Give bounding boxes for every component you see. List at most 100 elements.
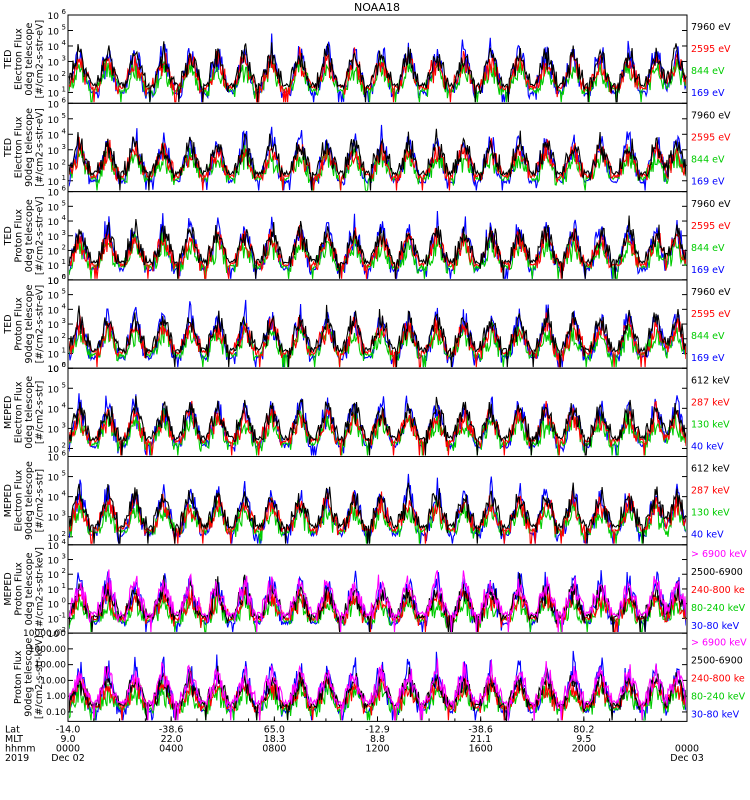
y-tick-label: 10 — [48, 454, 60, 464]
panel-series-group — [69, 393, 686, 456]
y-axis-label-line: Electron Flux — [14, 116, 25, 178]
y-tick-label: 100.00 — [35, 661, 67, 671]
y-tick-label: 10 — [48, 350, 60, 360]
y-tick-exponent: 5 — [62, 112, 66, 120]
panel-8: 0.10 1.00 10.00 100.00 1000.00 10000.00 Proton… — [13, 629, 747, 722]
legend-entry: 612 keV — [691, 464, 730, 475]
x-tick-label: 2000 — [572, 743, 596, 754]
y-tick-label: 10 — [48, 630, 60, 640]
panel-series-group — [69, 33, 686, 103]
legend-entry: 240-800 ke — [691, 585, 745, 596]
y-tick-label: 10 — [48, 233, 60, 243]
y-tick-label: 10 — [48, 100, 60, 110]
y-axis-label-line: [#/cm2-s-str-eV] — [35, 285, 46, 364]
y-tick-exponent: 1 — [62, 258, 66, 266]
y-tick-label: 10 — [48, 571, 60, 581]
y-axis-label-line: TED — [3, 226, 14, 246]
y-axis-label-line: Proton Flux — [13, 650, 24, 704]
panel-series-group — [69, 569, 686, 633]
y-axis-label-line: [#/cm2-s-str-eV] — [35, 108, 46, 187]
panel-series-group — [69, 299, 686, 368]
legend-entry: 30-80 keV — [691, 709, 740, 720]
series-line — [69, 400, 686, 456]
y-tick-exponent: 3 — [62, 229, 66, 237]
y-tick-exponent: 6 — [62, 96, 67, 104]
chart-title: NOAA18 — [354, 1, 400, 14]
y-axis-label-line: Proton Flux — [14, 297, 25, 351]
legend-entry: 40 keV — [691, 530, 724, 541]
y-tick-label: 10 — [48, 89, 60, 99]
legend-entry: 7960 eV — [691, 22, 731, 33]
y-axis-label-line: Electron Flux — [14, 381, 25, 443]
y-tick-label: 10 — [48, 131, 60, 141]
y-tick-exponent: 3 — [62, 317, 66, 325]
y-tick-exponent: 0 — [62, 273, 66, 281]
panel-frame — [67, 102, 688, 193]
x-tick-label: 22.0 — [161, 734, 182, 745]
x-tick-label: -14.0 — [56, 724, 81, 735]
y-axis-label-line: [#/cm2-s-str-eV] — [35, 196, 46, 275]
legend-entry: 2595 eV — [691, 44, 731, 55]
series-line — [69, 128, 686, 191]
y-tick-label: 10 — [48, 494, 60, 504]
y-tick-label: 10 — [48, 365, 60, 375]
y-tick-exponent: 4 — [62, 490, 67, 498]
x-row-label: Lat — [5, 724, 20, 735]
legend-entry: 2595 eV — [691, 132, 731, 143]
series-line — [69, 224, 686, 279]
panel-series-group — [69, 650, 686, 721]
series-line — [69, 482, 686, 544]
y-tick-exponent: 4 — [62, 302, 67, 310]
y-axis-label-line: Electron Flux — [14, 469, 25, 531]
y-tick-exponent: -1 — [59, 611, 66, 619]
y-tick-label: 10 — [48, 218, 60, 228]
y-tick-exponent: 1 — [62, 346, 66, 354]
y-tick-label: 10 — [48, 557, 60, 567]
legend-entry: 2500-6900 — [691, 567, 743, 578]
legend-entry: 287 keV — [691, 486, 730, 497]
legend-entry: 2595 eV — [691, 221, 731, 232]
y-tick-label: 1.00 — [46, 692, 66, 702]
y-tick-exponent: 2 — [62, 70, 66, 78]
x-tick-label: -38.6 — [468, 724, 493, 735]
y-tick-exponent: 2 — [62, 158, 66, 166]
y-axis-label-line: [#/cm2-s-str] — [35, 381, 46, 444]
legend-entry: 130 keV — [691, 508, 730, 519]
y-tick-label: 10.00 — [40, 676, 66, 686]
y-tick-label: 10 — [48, 514, 60, 524]
y-tick-label: 10 — [48, 43, 60, 53]
y-tick-label: 10 — [48, 474, 60, 484]
x-tick-label: 9.0 — [60, 734, 75, 745]
y-tick-exponent: 5 — [62, 23, 66, 31]
y-tick-label: 10 — [48, 601, 60, 611]
series-line — [69, 658, 686, 721]
series-line — [69, 573, 686, 633]
y-axis-label-line: 90deg telescope — [24, 284, 35, 363]
y-axis-label-line: [#/cm2-s-str-keV] — [34, 635, 45, 719]
y-tick-label: 10 — [48, 365, 60, 375]
y-axis-label-line: 90deg telescope — [24, 461, 35, 540]
legend-entry: 2595 eV — [691, 309, 731, 320]
y-tick-label: 10 — [48, 74, 60, 84]
legend-entry: 7960 eV — [691, 110, 731, 121]
y-axis-label-line: Proton Flux — [14, 562, 25, 616]
x-tick-label: 8.8 — [370, 734, 385, 745]
y-tick-exponent: 6 — [62, 273, 67, 281]
y-tick-exponent: 2 — [62, 530, 66, 538]
y-tick-label: 10 — [48, 277, 60, 287]
panel-series-group — [69, 124, 686, 191]
y-tick-label: 10 — [48, 12, 60, 22]
y-axis-label-line: TED — [3, 314, 14, 334]
legend-entry: 844 eV — [691, 243, 725, 254]
x-tick-label: -12.9 — [365, 724, 390, 735]
x-tick-label: -38.6 — [159, 724, 184, 735]
x-tick-label: 80.2 — [573, 724, 594, 735]
y-tick-label: 10 — [48, 586, 60, 596]
y-tick-label: 10 — [48, 147, 60, 157]
y-tick-exponent: 5 — [62, 470, 66, 478]
